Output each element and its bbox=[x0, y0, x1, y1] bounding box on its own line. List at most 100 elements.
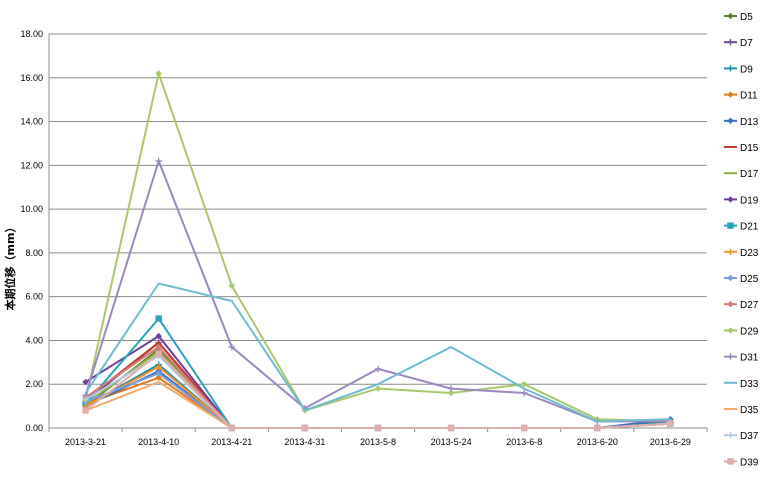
data-point bbox=[447, 389, 455, 397]
data-point bbox=[374, 365, 382, 373]
data-point bbox=[521, 424, 528, 432]
data-point bbox=[228, 282, 235, 289]
y-axis-label: 本期位移（mm） bbox=[3, 222, 17, 311]
data-point bbox=[521, 389, 528, 397]
x-tick-label: 2013-5-24 bbox=[431, 437, 472, 447]
data-point bbox=[155, 157, 162, 165]
data-point bbox=[447, 424, 455, 432]
x-tick-label: 2013-6-20 bbox=[577, 437, 618, 447]
legend-label: D15 bbox=[740, 143, 759, 154]
data-point bbox=[155, 70, 162, 77]
y-tick-label: 10.00 bbox=[20, 204, 43, 214]
legend-label: D13 bbox=[740, 117, 759, 128]
data-point bbox=[155, 315, 162, 322]
legend-item: D31 bbox=[724, 353, 759, 364]
data-point bbox=[155, 350, 162, 357]
data-point bbox=[228, 424, 235, 432]
legend-item: D9 bbox=[724, 64, 753, 75]
legend-item: D33 bbox=[724, 379, 759, 390]
data-point bbox=[594, 424, 601, 432]
x-tick-label: 2013-6-29 bbox=[650, 437, 691, 447]
data-point bbox=[82, 378, 89, 386]
y-tick-label: 4.00 bbox=[25, 335, 43, 345]
data-point bbox=[301, 424, 309, 432]
x-tick-label: 2013-6-8 bbox=[506, 437, 542, 447]
data-point bbox=[374, 424, 382, 432]
data-point bbox=[155, 332, 162, 340]
legend-label: D31 bbox=[740, 353, 759, 364]
legend-label: D9 bbox=[740, 64, 753, 75]
legend-marker bbox=[727, 222, 734, 229]
legend-item: D21 bbox=[724, 222, 759, 233]
y-tick-label: 16.00 bbox=[20, 73, 43, 83]
y-tick-label: 8.00 bbox=[25, 248, 43, 258]
legend-item: D23 bbox=[724, 248, 759, 259]
data-point bbox=[521, 381, 528, 388]
data-point bbox=[82, 396, 89, 403]
data-point bbox=[155, 370, 162, 377]
data-point bbox=[155, 343, 162, 351]
legend-marker bbox=[727, 458, 734, 465]
legend-marker bbox=[727, 91, 734, 98]
data-point bbox=[82, 407, 89, 414]
x-tick-label: 2013-4-21 bbox=[211, 437, 252, 447]
legend-marker bbox=[727, 274, 734, 282]
legend-label: D25 bbox=[740, 274, 759, 285]
legend-label: D7 bbox=[740, 38, 753, 49]
legend-label: D29 bbox=[740, 326, 759, 337]
y-tick-label: 14.00 bbox=[20, 117, 43, 127]
legend-item: D29 bbox=[724, 326, 759, 337]
data-point bbox=[667, 420, 674, 427]
y-tick-label: 0.00 bbox=[25, 423, 43, 433]
legend-item: D19 bbox=[724, 195, 759, 206]
y-tick-label: 18.00 bbox=[20, 29, 43, 39]
legend-marker bbox=[727, 196, 734, 203]
legend-item: D39 bbox=[724, 457, 759, 468]
data-point bbox=[155, 374, 162, 381]
legend-item: D11 bbox=[724, 91, 758, 102]
legend-marker bbox=[727, 12, 734, 20]
legend-item: D17 bbox=[724, 169, 759, 180]
legend-marker bbox=[727, 327, 734, 334]
legend-label: D5 bbox=[740, 12, 753, 23]
series-d39 bbox=[82, 350, 674, 432]
series-lines bbox=[82, 70, 674, 432]
y-tick-label: 6.00 bbox=[25, 292, 43, 302]
legend-marker bbox=[727, 65, 734, 72]
legend-marker bbox=[727, 117, 734, 124]
legend-item: D25 bbox=[724, 274, 759, 285]
data-point bbox=[374, 385, 382, 392]
legend-label: D19 bbox=[740, 195, 759, 206]
legend-marker bbox=[727, 248, 734, 255]
legend-item: D35 bbox=[724, 405, 759, 416]
legend-label: D17 bbox=[740, 169, 759, 180]
series-d33 bbox=[84, 282, 671, 423]
legend-marker bbox=[727, 353, 734, 360]
series-line bbox=[85, 363, 671, 429]
legend-item: D37 bbox=[724, 431, 759, 442]
series-d23 bbox=[82, 363, 674, 432]
legend-item: D15 bbox=[724, 143, 759, 154]
legend-item: D5 bbox=[724, 12, 753, 23]
data-point bbox=[228, 343, 235, 351]
legend-label: D21 bbox=[740, 222, 759, 233]
legend-label: D23 bbox=[740, 248, 759, 259]
x-tick-label: 2013-5-8 bbox=[360, 437, 396, 447]
legend-marker bbox=[727, 39, 734, 46]
x-axis-ticks: 2013-3-21 2013-4-10 2013-4-21 2013-4-31 2013… bbox=[48, 428, 708, 447]
legend-item: D7 bbox=[724, 38, 753, 49]
legend-label: D35 bbox=[740, 405, 759, 416]
legend: D5 D7 D9 D11 D13 D15 D17 D19 D21 D23 D25 D27 D29 D31 D… bbox=[724, 12, 759, 468]
legend-item: D13 bbox=[724, 117, 759, 128]
series-d25 bbox=[82, 370, 674, 432]
y-axis-ticks: 0.00 2.00 4.00 6.00 8.00 10.00 12.00 14.00 16.00… bbox=[20, 29, 43, 433]
legend-marker bbox=[727, 432, 734, 439]
legend-label: D33 bbox=[740, 379, 759, 390]
legend-label: D37 bbox=[740, 431, 759, 442]
legend-marker bbox=[727, 301, 734, 308]
series-line bbox=[84, 282, 671, 423]
data-point bbox=[155, 363, 162, 370]
legend-label: D27 bbox=[740, 300, 759, 311]
data-point bbox=[447, 385, 455, 392]
legend-label: D11 bbox=[740, 91, 758, 102]
